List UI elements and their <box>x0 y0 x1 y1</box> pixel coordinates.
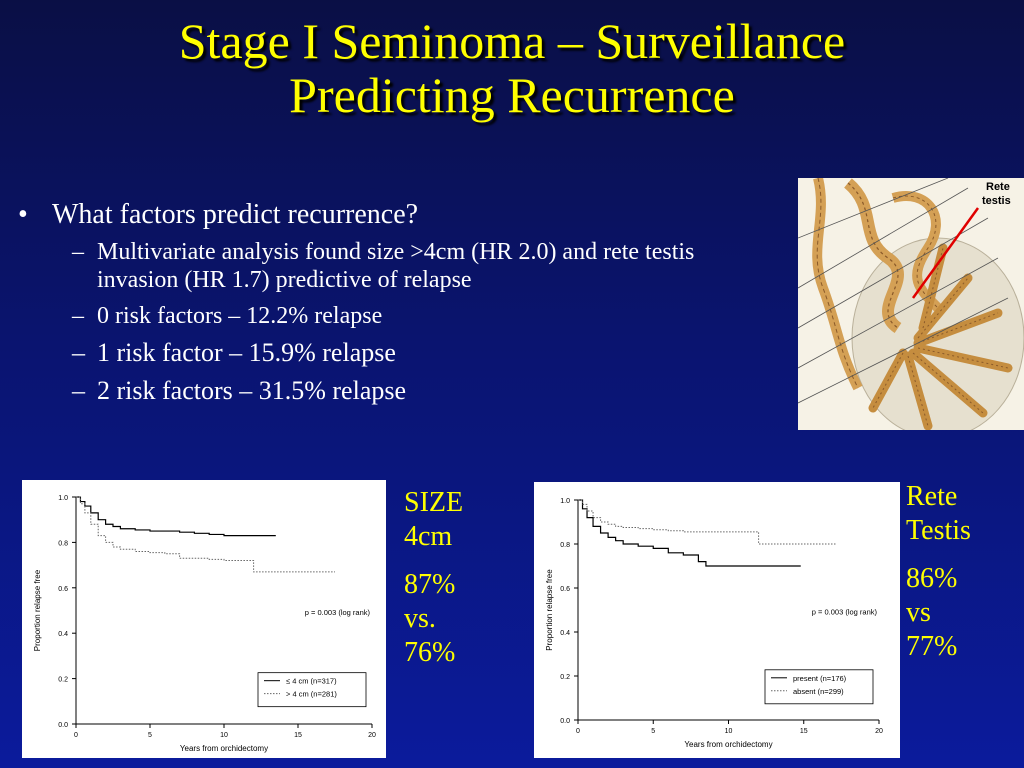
size-vs: vs. <box>404 603 436 634</box>
size-label: SIZE <box>404 487 464 518</box>
survival-curve <box>578 499 801 567</box>
y-tick-label: 0.8 <box>58 540 68 547</box>
y-tick-label: 0.6 <box>560 586 570 593</box>
p-value-annotation: p = 0.003 (log rank) <box>305 608 371 617</box>
x-tick-label: 20 <box>368 732 376 739</box>
sub-bullet: – 2 risk factors – 31.5% relapse <box>72 376 788 406</box>
sub-bullet: – Multivariate analysis found size >4cm … <box>72 238 788 294</box>
main-bullet: • What factors predict recurrence? <box>18 198 788 232</box>
dash-icon: – <box>72 239 84 265</box>
x-tick-label: 15 <box>800 728 808 735</box>
size-threshold: 4cm <box>404 521 453 552</box>
title-line-1: Stage I Seminoma – Surveillance <box>178 13 846 69</box>
rete-label-1: Rete <box>986 181 1010 193</box>
legend-label: ≤ 4 cm (n=317) <box>286 677 337 686</box>
size-pct-small: 87% <box>404 569 456 600</box>
x-tick-label: 0 <box>74 732 78 739</box>
sub-bullet: – 1 risk factor – 15.9% relapse <box>72 338 788 368</box>
sub-bullet-text: Multivariate analysis found size >4cm (H… <box>97 239 695 293</box>
dash-icon: – <box>72 303 84 329</box>
y-tick-label: 0.8 <box>560 542 570 549</box>
survival-curve <box>578 499 837 545</box>
testis-drawing: Rete testis <box>797 176 1024 439</box>
y-tick-label: 0.2 <box>58 677 68 684</box>
sub-bullet-text: 0 risk factors – 12.2% relapse <box>97 303 383 329</box>
x-tick-label: 0 <box>576 728 580 735</box>
x-tick-label: 10 <box>220 732 228 739</box>
rete-label-2: testis <box>982 195 1011 207</box>
y-tick-label: 0.0 <box>58 722 68 729</box>
rete-survival-chart: 0.0 0.2 0.4 0.6 0.8 1.0 0 5 10 15 20 Years from orc… <box>545 498 883 749</box>
y-axis-label: Proportion relapse free <box>545 569 554 651</box>
dash-icon: – <box>72 376 85 405</box>
testis-anatomy-illustration: Rete testis <box>797 176 1024 439</box>
p-value-annotation: p = 0.003 (log rank) <box>812 607 878 616</box>
rete-testis-label: Testis <box>906 515 971 546</box>
y-tick-label: 0.2 <box>560 674 570 681</box>
survival-curve <box>76 496 276 537</box>
x-axis-label: Years from orchidectomy <box>180 744 268 753</box>
slide-title: Stage I Seminoma – Surveillance Predicti… <box>0 14 1024 122</box>
x-tick-label: 20 <box>875 728 883 735</box>
y-tick-label: 0.6 <box>58 586 68 593</box>
sub-bullet: – 0 risk factors – 12.2% relapse <box>72 302 788 330</box>
y-axis-label: Proportion relapse free <box>33 569 42 651</box>
survival-curve <box>76 496 335 573</box>
size-chart-panel: 0.0 0.2 0.4 0.6 0.8 1.0 0 5 10 15 20 Years from orc… <box>22 480 386 758</box>
rete-vs: vs <box>906 597 931 628</box>
rete-summary: Rete Testis 86% vs 77% <box>906 480 971 664</box>
y-tick-label: 0.0 <box>560 718 570 725</box>
rete-chart-panel: 0.0 0.2 0.4 0.6 0.8 1.0 0 5 10 15 20 Years from orc… <box>534 482 900 758</box>
rete-pointer-line <box>911 207 980 299</box>
size-summary: SIZE 4cm 87% vs. 76% <box>404 486 463 670</box>
y-tick-label: 0.4 <box>560 630 570 637</box>
sub-bullet-text: 2 risk factors – 31.5% relapse <box>97 376 407 405</box>
legend-box <box>257 672 367 708</box>
title-line-2: Predicting Recurrence <box>289 67 735 123</box>
main-bullet-text: What factors predict recurrence? <box>52 199 419 230</box>
x-tick-label: 5 <box>148 732 152 739</box>
x-tick-label: 10 <box>725 728 733 735</box>
legend-label: > 4 cm (n=281) <box>286 690 337 699</box>
dash-icon: – <box>72 338 85 367</box>
rete-label: Rete <box>906 481 958 512</box>
y-tick-label: 1.0 <box>560 498 570 505</box>
bullet-list: • What factors predict recurrence? – Mul… <box>18 198 788 406</box>
rete-pct-absent: 86% <box>906 563 958 594</box>
y-tick-label: 1.0 <box>58 495 68 502</box>
size-pct-large: 76% <box>404 637 456 668</box>
x-tick-label: 5 <box>651 728 655 735</box>
bullet-dot-icon: • <box>18 199 28 230</box>
size-survival-chart: 0.0 0.2 0.4 0.6 0.8 1.0 0 5 10 15 20 Years from orc… <box>33 495 376 753</box>
rete-pct-present: 77% <box>906 631 958 662</box>
sub-bullet-text: 1 risk factor – 15.9% relapse <box>97 338 396 367</box>
legend-label: absent (n=299) <box>793 687 844 696</box>
legend-label: present (n=176) <box>793 674 847 683</box>
x-tick-label: 15 <box>294 732 302 739</box>
legend-box <box>764 669 874 705</box>
x-axis-label: Years from orchidectomy <box>684 740 772 749</box>
y-tick-label: 0.4 <box>58 631 68 638</box>
